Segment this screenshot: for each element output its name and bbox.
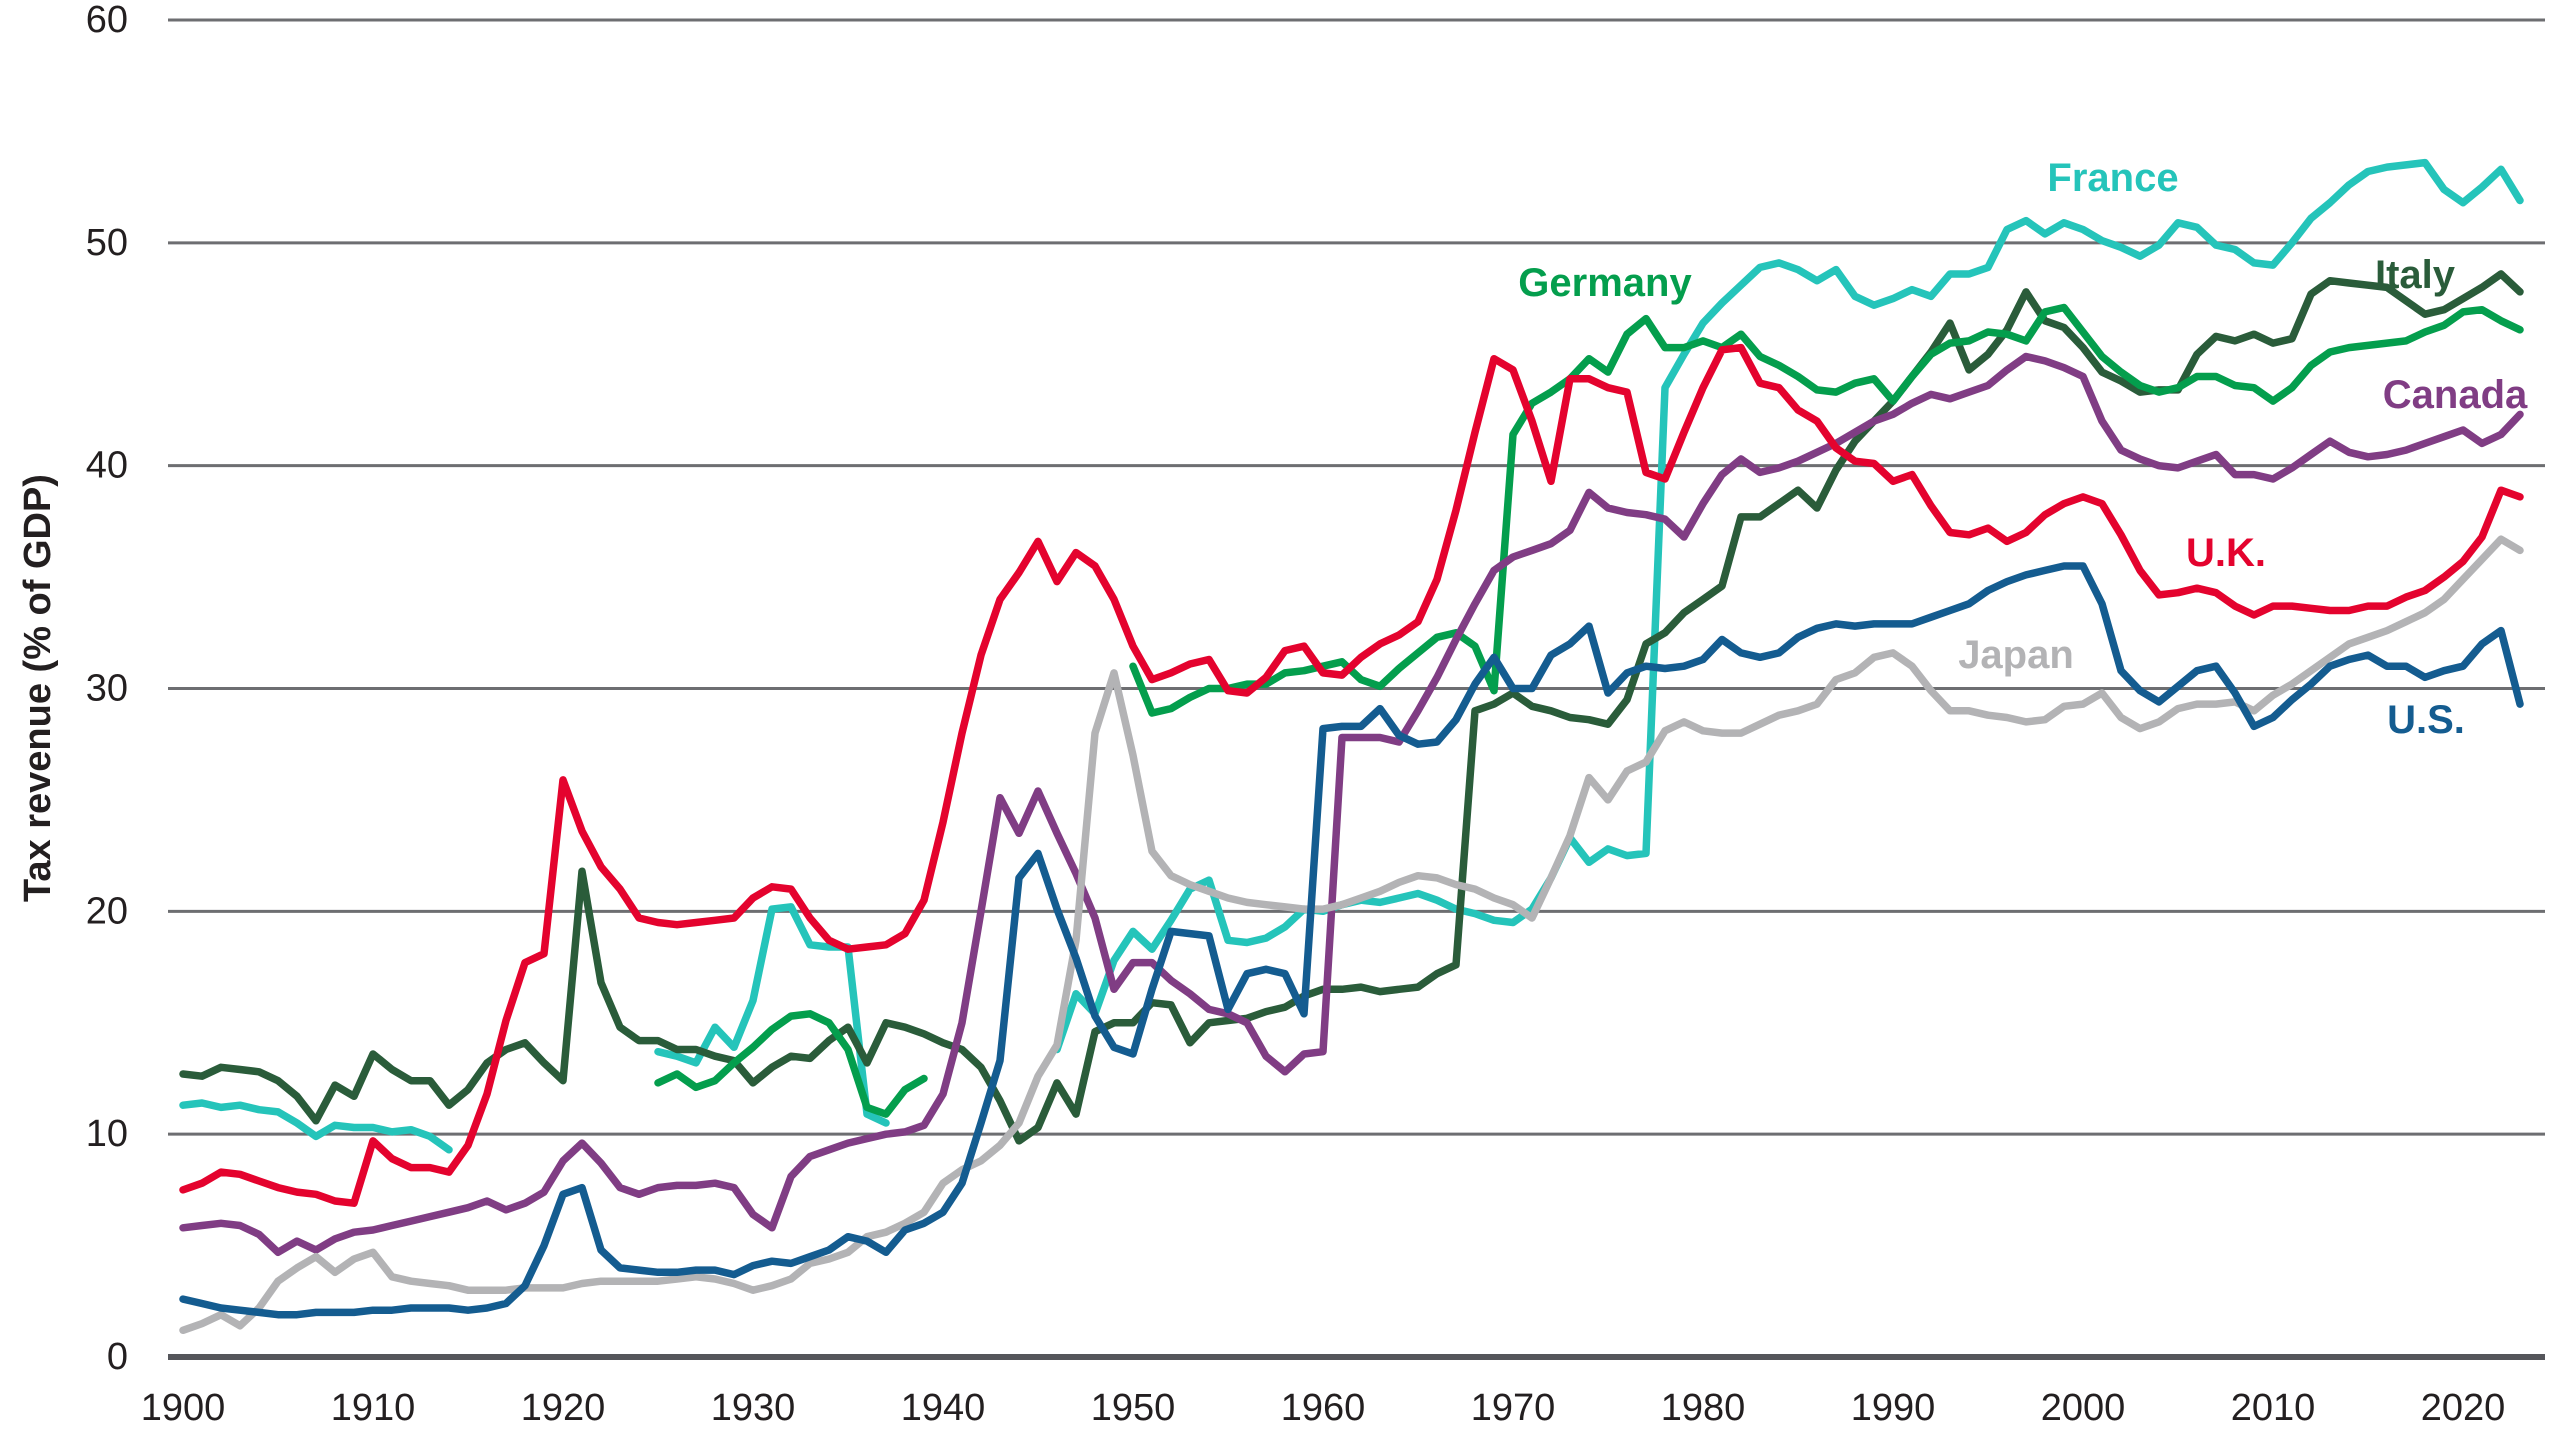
y-tick-label-20: 20 <box>86 890 128 932</box>
x-tick-label-2010: 2010 <box>2231 1387 2316 1429</box>
y-tick-label-60: 60 <box>86 0 128 41</box>
series-line-us <box>179 562 2524 1319</box>
x-tick-label-1940: 1940 <box>901 1387 986 1429</box>
y-tick-label-30: 30 <box>86 668 128 710</box>
series-label-france: France <box>2047 156 2178 200</box>
series-label-italy: Italy <box>2375 253 2456 297</box>
y-tick-label-0: 0 <box>107 1336 128 1378</box>
series-label-germany: Germany <box>1518 261 1692 305</box>
series-line-italy <box>179 270 2524 1145</box>
x-tick-label-1950: 1950 <box>1091 1387 1176 1429</box>
y-tick-label-10: 10 <box>86 1113 128 1155</box>
x-tick-label-2020: 2020 <box>2421 1387 2506 1429</box>
x-tick-label-1980: 1980 <box>1661 1387 1746 1429</box>
x-tick-label-1910: 1910 <box>331 1387 416 1429</box>
x-tick-label-1990: 1990 <box>1851 1387 1936 1429</box>
x-tick-label-1930: 1930 <box>711 1387 796 1429</box>
series-label-uk: U.K. <box>2186 531 2266 575</box>
y-tick-label-50: 50 <box>86 222 128 264</box>
x-tick-label-1960: 1960 <box>1281 1387 1366 1429</box>
series-line-japan <box>179 535 2524 1335</box>
series-label-canada: Canada <box>2383 373 2528 417</box>
x-tick-label-1920: 1920 <box>521 1387 606 1429</box>
y-tick-label-40: 40 <box>86 445 128 487</box>
series-line-germany <box>654 303 2524 1118</box>
series-label-us: U.S. <box>2387 698 2465 742</box>
series-label-japan: Japan <box>1958 633 2074 677</box>
x-tick-label-2000: 2000 <box>2041 1387 2126 1429</box>
series-line-canada <box>179 352 2524 1257</box>
x-tick-label-1970: 1970 <box>1471 1387 1556 1429</box>
x-tick-label-1900: 1900 <box>141 1387 226 1429</box>
series-line-uk <box>179 343 2524 1207</box>
series-line-france <box>179 158 2524 1154</box>
